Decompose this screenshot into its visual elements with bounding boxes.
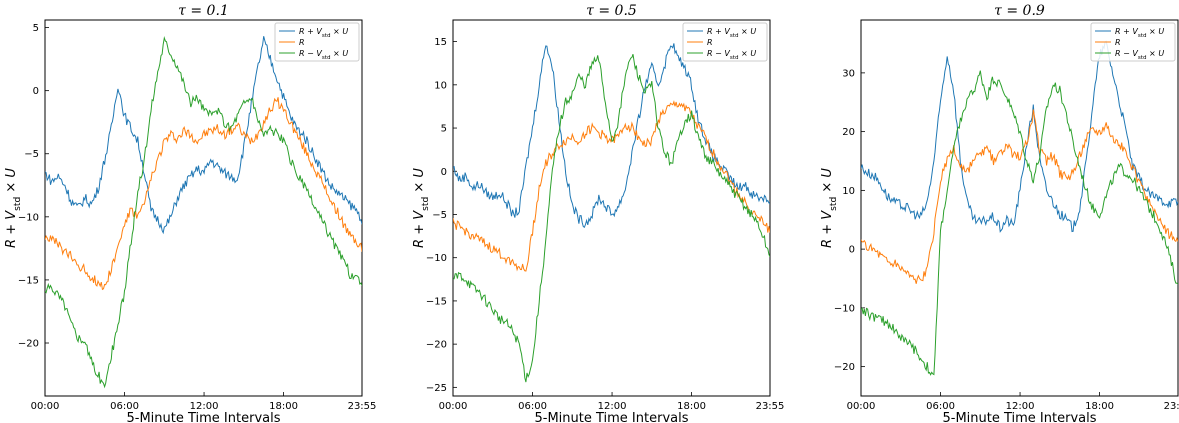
series-line-1 [861, 40, 1178, 233]
y-tick-label: 5 [441, 124, 447, 135]
y-tick-label: −15 [18, 275, 39, 286]
series-line-2 [861, 109, 1178, 284]
x-axis-label: 5-Minute Time Intervals [126, 411, 280, 423]
y-tick-label: −15 [426, 296, 447, 307]
series-line-3 [45, 36, 362, 389]
y-tick-label: −10 [834, 303, 855, 314]
x-tick-label: 18:00 [269, 401, 298, 412]
x-tick-label: 00:00 [847, 401, 876, 412]
x-tick-label: 12:00 [1006, 401, 1035, 412]
y-axis-label: R + Vstd × U [412, 168, 431, 248]
chart-title: τ = 0.5 [586, 3, 637, 19]
legend-entry: R + Vstd × U [299, 27, 348, 39]
plot-frame [860, 19, 1179, 397]
legend-entry: R − Vstd × U [299, 49, 348, 61]
y-tick-label: −20 [18, 339, 39, 350]
series-line-3 [861, 70, 1178, 376]
y-tick-label: −20 [834, 362, 855, 373]
x-axis-label: 5-Minute Time Intervals [942, 411, 1096, 423]
y-tick-label: 5 [33, 23, 39, 34]
series-line-1 [453, 43, 770, 229]
y-tick-label: 0 [33, 86, 39, 97]
plot-frame [44, 19, 363, 397]
y-tick-label: 10 [842, 186, 855, 197]
y-axis-label: R + Vstd × U [820, 168, 839, 248]
chart-title: τ = 0.9 [994, 3, 1045, 19]
legend-entry: R + Vstd × U [707, 27, 756, 39]
legend-entry: R + Vstd × U [1115, 27, 1164, 39]
y-tick-label: −10 [18, 212, 39, 223]
legend-box [1090, 22, 1176, 62]
y-tick-label: 10 [434, 80, 447, 91]
x-tick-label: 23:55 [756, 401, 785, 412]
x-tick-label: 23:55 [1164, 401, 1179, 412]
y-tick-label: −5 [432, 210, 447, 221]
y-tick-label: 15 [434, 37, 447, 48]
y-tick-label: −5 [24, 149, 39, 160]
series-line-2 [45, 97, 362, 291]
x-tick-label: 06:00 [110, 401, 139, 412]
x-tick-label: 18:00 [1085, 401, 1114, 412]
plot-frame [452, 19, 771, 397]
chart-panel-3: τ = 0.9 30 20 10 0 −10 −20 00:00 06:00 12:00 18:00… [820, 3, 1179, 423]
legend-entry: R [299, 38, 305, 47]
x-tick-label: 06:00 [926, 401, 955, 412]
x-tick-label: 00:00 [439, 401, 468, 412]
legend-entry: R − Vstd × U [1115, 49, 1164, 61]
chart-panel-1: τ = 0.1 5 0 −5 −10 −15 −20 00:00 06:00 12:00 18:00… [4, 3, 376, 423]
y-tick-label: 0 [441, 167, 447, 178]
y-tick-label: 20 [842, 127, 855, 138]
series-line-3 [453, 54, 770, 383]
x-tick-label: 12:00 [190, 401, 219, 412]
legend-entry: R [1115, 38, 1121, 47]
x-tick-label: 06:00 [518, 401, 547, 412]
y-tick-label: −10 [426, 253, 447, 264]
legend-box [274, 22, 360, 62]
x-axis-label: 5-Minute Time Intervals [534, 411, 688, 423]
chart-title: τ = 0.1 [178, 3, 229, 19]
x-tick-label: 12:00 [598, 401, 627, 412]
y-tick-label: 30 [842, 68, 855, 79]
x-tick-label: 00:00 [31, 401, 60, 412]
series-line-1 [45, 36, 362, 235]
legend-box [682, 22, 768, 62]
x-tick-label: 18:00 [677, 401, 706, 412]
legend-entry: R − Vstd × U [707, 49, 756, 61]
legend-entry: R [707, 38, 713, 47]
y-tick-label: −20 [426, 340, 447, 351]
y-axis-label: R + Vstd × U [4, 168, 23, 248]
y-tick-label: −25 [426, 383, 447, 394]
y-tick-label: 0 [849, 245, 855, 256]
chart-panel-2: τ = 0.5 15 10 5 0 −5 −10 −15 −20 −25 00:00 06:00 12:… [412, 3, 784, 423]
x-tick-label: 23:55 [348, 401, 377, 412]
